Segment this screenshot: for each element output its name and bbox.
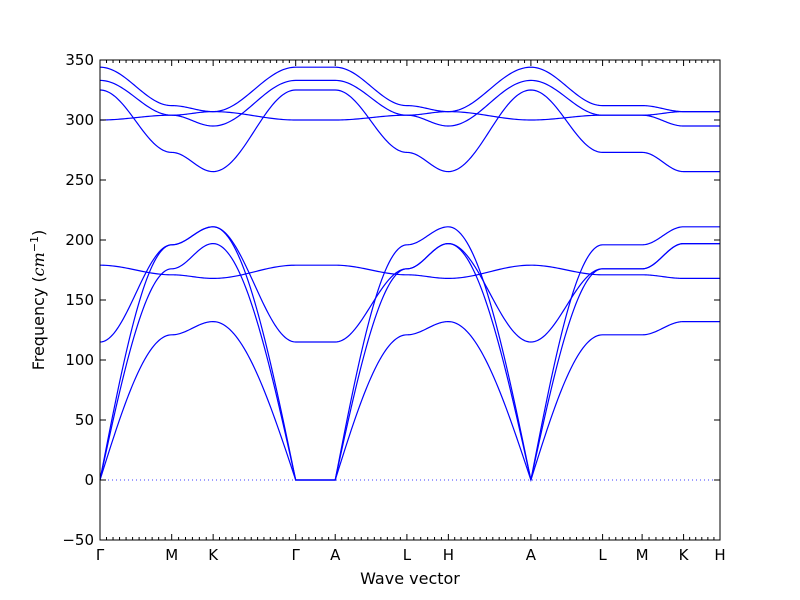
x-tick-label: A — [330, 546, 341, 564]
band-6 — [99, 89, 720, 173]
y-tick-label: −50 — [62, 531, 94, 549]
x-tick-label: M — [636, 546, 649, 564]
x-tick-label: M — [165, 546, 178, 564]
band-4 — [99, 226, 720, 343]
y-tick-label: 100 — [65, 351, 94, 369]
x-tick-label: K — [679, 546, 690, 564]
x-tick-label: L — [403, 546, 412, 564]
y-tick-label: 150 — [65, 291, 94, 309]
x-tick-label: Γ — [292, 546, 301, 564]
plot-frame — [99, 59, 721, 541]
x-tick-label: H — [714, 546, 725, 564]
x-tick-label: Γ — [96, 546, 105, 564]
band-curves — [99, 66, 720, 482]
band-7 — [99, 110, 720, 121]
band-9 — [99, 66, 720, 113]
x-tick-label: H — [443, 546, 454, 564]
y-tick-label: 300 — [65, 111, 94, 129]
y-tick-label: 0 — [84, 471, 94, 489]
band-2 — [99, 242, 720, 481]
band-8 — [99, 79, 720, 127]
y-axis-label-exponent: −1 — [28, 236, 41, 252]
y-tick-label: 200 — [65, 231, 94, 249]
y-axis: −50 0 50 100 150 200 250 300 350 — [62, 51, 720, 549]
y-axis-label-unit: cm — [29, 252, 48, 276]
y-tick-label: 350 — [65, 51, 94, 69]
band-1 — [99, 320, 720, 482]
y-axis-label-prefix: Frequency ( — [29, 276, 48, 370]
y-tick-label: 250 — [65, 171, 94, 189]
band-5 — [99, 264, 720, 280]
band-3 — [99, 226, 720, 481]
y-axis-label-suffix: ) — [29, 230, 48, 236]
y-tick-label: 50 — [75, 411, 94, 429]
x-tick-label: K — [208, 546, 219, 564]
y-axis-label: Frequency (cm−1) — [28, 230, 49, 371]
x-tick-label: A — [526, 546, 537, 564]
x-axis-label: Wave vector — [360, 569, 460, 588]
x-tick-label: L — [598, 546, 607, 564]
